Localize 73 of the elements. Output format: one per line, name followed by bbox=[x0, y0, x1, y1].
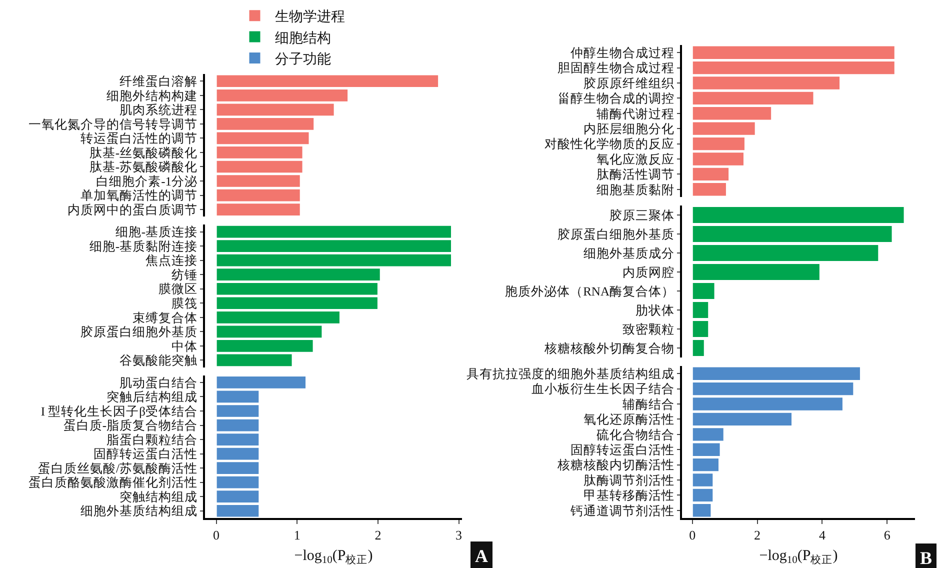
y-tick-label: 蛋白质丝氨酸/苏氨酸酶活性 bbox=[38, 461, 198, 476]
y-tick-label: 肽基-苏氨酸磷酸化 bbox=[89, 160, 198, 174]
x-axis-title: −log$_{10}$(P$_{校正}$) bbox=[759, 548, 838, 566]
y-tick-label: 谷氨酸能突触 bbox=[120, 354, 198, 368]
y-tick-label: 细胞-基质黏附连接 bbox=[89, 239, 198, 254]
y-tick-label: 蛋白质-脂质复合物结合 bbox=[63, 418, 198, 433]
y-tick-label: 核糖核酸外切酶复合物 bbox=[544, 341, 674, 356]
y-tick-label: 内质网腔 bbox=[622, 265, 674, 280]
x-tick-label: 1 bbox=[294, 528, 300, 543]
y-tick-label: 辅酶代谢过程 bbox=[596, 106, 674, 121]
y-tick-label: 细胞外结构构建 bbox=[106, 88, 198, 103]
x-tick-label: 0 bbox=[689, 528, 696, 543]
y-tick-label: 纺锤 bbox=[172, 268, 198, 282]
text: B bbox=[920, 548, 932, 568]
y-tick-label: 内胚层细胞分化 bbox=[584, 122, 674, 136]
y-tick-label: 仲醇生物合成过程 bbox=[570, 46, 674, 60]
y-tick-label: 单加氧酶活性的调节 bbox=[80, 188, 198, 203]
y-tick-label: 束缚复合体 bbox=[132, 310, 198, 325]
y-tick-label: 硫化合物结合 bbox=[596, 428, 674, 442]
legend-label: 细胞结构 bbox=[274, 30, 331, 46]
y-tick-label: 胶原原纤维组织 bbox=[584, 76, 674, 90]
y-tick-label: 膜筏 bbox=[172, 296, 198, 311]
y-tick-label: 蛋白质酪氨酸激酶催化剂活性 bbox=[28, 474, 198, 490]
text: A bbox=[475, 546, 488, 566]
y-tick-label: 中体 bbox=[172, 339, 198, 354]
y-tick-label: 肽酶调节剂活性 bbox=[584, 472, 674, 488]
y-tick-label: 内质网中的蛋白质调节 bbox=[68, 202, 198, 217]
y-tick-label: 甾醇生物合成的调控 bbox=[558, 92, 674, 106]
x-tick-label: 3 bbox=[456, 528, 462, 543]
x-tick-label: 0 bbox=[213, 528, 220, 543]
y-tick-label: 固醇转运蛋白活性 bbox=[94, 447, 198, 462]
y-tick-label: 辅酶结合 bbox=[622, 397, 674, 412]
y-tick-label: 血小板衍生生长因子结合 bbox=[532, 382, 674, 396]
y-tick-label: 胶原三聚体 bbox=[610, 208, 674, 222]
y-tick-label: 核糖核酸内切酶活性 bbox=[556, 458, 674, 472]
x-tick-label: 2 bbox=[374, 528, 382, 543]
x-tick-label: 6 bbox=[884, 528, 891, 543]
y-tick-label: 肽酶活性调节 bbox=[596, 168, 674, 182]
legend-label: 生物学进程 bbox=[274, 9, 345, 26]
y-tick-label: 细胞-基质连接 bbox=[115, 225, 198, 240]
y-tick-label: 膜微区 bbox=[158, 282, 198, 296]
y-tick-label: 钙通道调节剂活性 bbox=[570, 502, 674, 518]
y-tick-label: 细胞基质黏附 bbox=[596, 182, 674, 197]
y-tick-label: 致密颗粒 bbox=[622, 322, 674, 336]
y-tick-label: 脂蛋白颗粒结合 bbox=[106, 432, 198, 447]
y-tick-label: 转运蛋白活性的调节 bbox=[80, 132, 198, 146]
x-axis-title: −log$_{10}$(P$_{校正}$) bbox=[294, 548, 373, 566]
y-tick-label: 氧化应激反应 bbox=[596, 151, 674, 166]
y-tick-label: 突触后结构组成 bbox=[106, 390, 198, 404]
y-tick-label: 胞质外泌体（RNA酶复合体） bbox=[505, 284, 674, 298]
y-tick-label: 焦点连接 bbox=[146, 254, 198, 268]
y-tick-label: 甲基转移酶活性 bbox=[584, 488, 674, 503]
y-tick-label: 细胞外基质结构组成 bbox=[80, 504, 198, 518]
x-tick-label: 4 bbox=[818, 528, 826, 543]
y-tick-label: 氧化还原酶活性 bbox=[584, 412, 674, 427]
y-tick-label: 肌动蛋白结合 bbox=[120, 376, 198, 390]
y-tick-label: 胶原蛋白细胞外基质 bbox=[80, 325, 198, 340]
y-tick-label: 具有抗拉强度的细胞外基质结构组成 bbox=[466, 366, 674, 381]
y-tick-label: 胶原蛋白细胞外基质 bbox=[558, 227, 674, 242]
y-tick-label: 肽基-丝氨酸磷酸化 bbox=[89, 146, 198, 160]
y-tick-label: 固醇转运蛋白活性 bbox=[570, 442, 674, 457]
y-tick-label: 细胞外基质成分 bbox=[584, 246, 674, 260]
y-tick-label: 对酸性化学物质的反应 bbox=[544, 136, 674, 152]
y-tick-label: 肋状体 bbox=[636, 303, 674, 318]
y-tick-label: 纤维蛋白溶解 bbox=[120, 74, 198, 89]
y-tick-label: 白细胞介素-1分泌 bbox=[96, 174, 198, 188]
y-tick-label: I 型转化生长因子β受体结合 bbox=[40, 404, 198, 418]
y-tick-label: 肌肉系统进程 bbox=[120, 103, 198, 118]
x-tick-label: 2 bbox=[754, 528, 761, 543]
y-tick-label: 突触结构组成 bbox=[120, 490, 198, 504]
y-tick-label: 一氧化氮介导的信号转导调节 bbox=[28, 117, 198, 132]
legend-label: 分子功能 bbox=[274, 51, 331, 68]
y-tick-label: 胆固醇生物合成过程 bbox=[558, 61, 674, 76]
